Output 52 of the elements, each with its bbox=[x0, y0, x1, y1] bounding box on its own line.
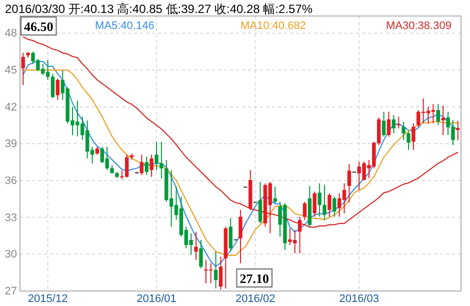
candlestick bbox=[412, 122, 416, 150]
candlestick bbox=[194, 231, 198, 260]
candlestick bbox=[322, 184, 326, 220]
candlestick bbox=[56, 78, 60, 101]
x-tick-label: 2015/12 bbox=[28, 292, 68, 305]
y-tick-label: 33 bbox=[4, 212, 17, 224]
candlestick bbox=[160, 141, 164, 179]
y-tick-label: 39 bbox=[4, 138, 17, 150]
candlestick bbox=[332, 196, 336, 218]
candlestick bbox=[402, 121, 406, 140]
candlestick bbox=[21, 52, 25, 86]
candlestick bbox=[441, 105, 445, 136]
candlestick bbox=[199, 239, 203, 269]
text: MA30:38.309 bbox=[386, 20, 452, 32]
x-tick-label: 2016/01 bbox=[136, 292, 176, 305]
chart-title: 2016/03/30 开:40.13 高:40.85 低:39.27 收:40.28 幅:2.57% bbox=[5, 2, 313, 16]
annotation: 27.10 bbox=[240, 271, 269, 286]
candlestick bbox=[50, 73, 55, 99]
y-tick-label: 48 bbox=[4, 28, 17, 40]
candlestick bbox=[347, 163, 352, 204]
candlestick bbox=[238, 209, 242, 264]
candlestick bbox=[228, 218, 232, 252]
candlestick bbox=[456, 120, 460, 141]
candlestick bbox=[258, 181, 262, 224]
candlestick bbox=[154, 141, 158, 171]
candlestick bbox=[436, 104, 440, 126]
y-tick-label: 30 bbox=[4, 248, 17, 261]
candlestick bbox=[302, 201, 307, 221]
y-tick-label: 36 bbox=[4, 175, 17, 188]
candlestick bbox=[318, 182, 322, 218]
x-tick-label: 2016/02 bbox=[235, 292, 276, 305]
text: MA10:40.682 bbox=[240, 20, 306, 32]
candlestick bbox=[396, 116, 400, 129]
candlestick bbox=[150, 154, 154, 178]
candlestick bbox=[312, 191, 316, 218]
y-tick-label: 45 bbox=[4, 64, 17, 77]
y-tick-label: 42 bbox=[4, 101, 17, 114]
text: MA5:40.146 bbox=[95, 20, 154, 32]
candlestick bbox=[328, 192, 332, 218]
annotation: 46.50 bbox=[24, 19, 54, 34]
candlestick bbox=[144, 156, 148, 176]
candlestick bbox=[406, 131, 410, 150]
x-tick-label: 2016/03 bbox=[339, 292, 379, 305]
candlestick bbox=[392, 114, 396, 134]
candlestick bbox=[273, 186, 277, 204]
y-tick-label: 27 bbox=[4, 286, 17, 298]
candlestick bbox=[382, 111, 386, 138]
candlestick bbox=[298, 216, 302, 254]
candlestick bbox=[140, 154, 144, 176]
candlestick bbox=[218, 256, 223, 290]
candlestick bbox=[214, 251, 218, 289]
candlestick bbox=[386, 111, 391, 138]
